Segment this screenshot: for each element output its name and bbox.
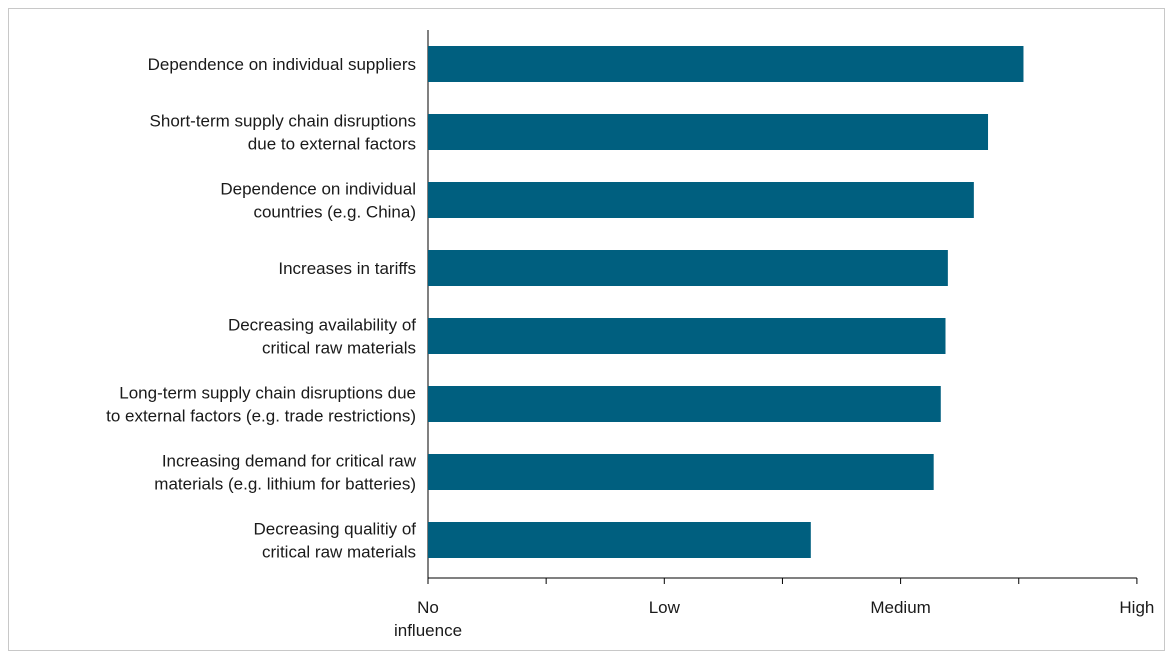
bar-4	[428, 318, 946, 354]
bar-6	[428, 454, 934, 490]
category-label-2-0: Dependence on individual	[220, 180, 416, 199]
category-label-2-1: countries (e.g. China)	[253, 203, 416, 222]
category-label-5-1: to external factors (e.g. trade restrict…	[106, 407, 416, 426]
bar-2	[428, 182, 974, 218]
bar-1	[428, 114, 989, 150]
bar-3	[428, 250, 948, 286]
x-tick-label-0-0: No	[417, 598, 439, 617]
x-tick-label-2-0: Medium	[870, 598, 930, 617]
category-label-1-1: due to external factors	[248, 135, 416, 154]
category-label-5-0: Long-term supply chain disruptions due	[119, 384, 416, 403]
x-tick-label-3-0: High	[1119, 598, 1154, 617]
category-label-7-0: Decreasing qualitiy of	[253, 520, 416, 539]
category-label-4-0: Decreasing availability of	[228, 316, 416, 335]
category-label-6-1: materials (e.g. lithium for batteries)	[154, 475, 416, 494]
category-label-0-0: Dependence on individual suppliers	[148, 55, 416, 74]
bar-5	[428, 386, 941, 422]
category-label-4-1: critical raw materials	[262, 339, 416, 358]
x-tick-label-1-0: Low	[649, 598, 681, 617]
bar-7	[428, 522, 811, 558]
category-label-7-1: critical raw materials	[262, 543, 416, 562]
bar-0	[428, 46, 1024, 82]
x-tick-label-0-1: influence	[394, 621, 462, 640]
category-label-1-0: Short-term supply chain disruptions	[150, 112, 416, 131]
category-label-6-0: Increasing demand for critical raw	[162, 452, 417, 471]
category-label-3-0: Increases in tariffs	[278, 259, 416, 278]
